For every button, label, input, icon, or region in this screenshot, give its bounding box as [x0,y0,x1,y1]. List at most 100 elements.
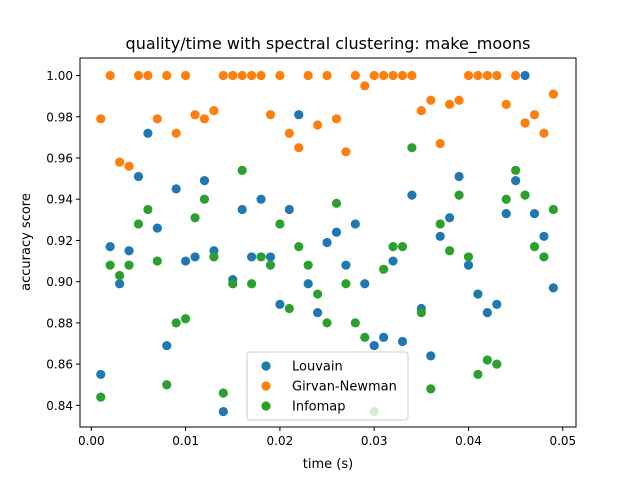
data-point [388,256,398,266]
data-point [152,114,162,124]
data-point [388,242,398,252]
y-axis: 0.84 0.86 0.88 0.90 0.92 0.94 0.96 0.98 1.00 [46,69,80,413]
data-point [115,270,125,281]
x-tick-label: 0.02 [267,434,294,448]
data-point [190,252,200,262]
data-point [426,384,436,394]
data-point [124,260,134,270]
data-point [341,279,351,289]
legend-label: Girvan-Newman [292,380,397,395]
data-point [209,105,219,116]
data-point [303,70,313,81]
data-point [171,318,181,328]
data-point [426,351,436,361]
data-point [463,260,474,270]
data-point [331,114,342,124]
data-point [360,332,370,342]
data-point [115,157,125,167]
data-point [369,70,379,81]
data-point [96,392,106,402]
data-point [143,70,153,81]
y-tick-label: 0.96 [46,151,73,165]
y-tick-label: 0.98 [46,110,73,124]
data-point [303,279,313,289]
series-0 [96,70,558,417]
data-point [482,307,492,318]
data-point [539,128,549,138]
data-point [105,260,115,270]
data-point [275,219,285,229]
data-point [294,242,304,252]
data-point [284,204,294,215]
data-point [360,81,370,91]
data-point [473,70,483,81]
x-tick-label: 0.04 [455,434,482,448]
data-point [322,70,332,81]
data-point [492,359,502,369]
data-point [275,299,285,309]
chart-title: quality/time with spectral clustering: m… [126,34,531,54]
data-point [190,213,200,223]
data-point [152,223,162,233]
legend-box [246,351,409,421]
data-point [96,369,106,380]
data-point [209,252,219,262]
data-point [105,70,115,81]
legend-label: Louvain [292,360,343,375]
data-point [482,355,492,365]
data-point [435,219,445,229]
legend-marker [261,361,271,371]
data-point [181,314,191,324]
data-point [143,204,153,215]
data-point [379,332,389,342]
data-point [397,70,408,81]
plot-frame [79,57,577,428]
data-point [162,380,172,390]
x-tick-label: 0.03 [361,434,388,448]
data-point [501,99,511,109]
data-point [350,70,360,81]
data-point [265,252,276,262]
series-1 [96,70,558,171]
plot-points [96,70,558,417]
data-point [350,318,360,328]
data-point [520,118,530,128]
data-point [407,143,417,153]
y-tick-label: 0.92 [46,234,73,248]
data-point [303,260,313,270]
data-point [265,260,276,270]
x-tick-label: 0.01 [172,434,199,448]
data-point [265,110,276,120]
data-point [397,336,408,347]
data-point [171,184,181,194]
data-point [247,279,257,289]
data-point [416,105,426,116]
data-point [445,213,455,223]
x-axis-label: time (s) [303,457,353,472]
data-point [473,289,483,299]
data-point [124,161,134,171]
y-tick-label: 0.88 [46,316,73,330]
legend-marker [261,401,271,411]
data-point [218,388,228,398]
data-point [435,231,445,241]
data-point [284,303,294,314]
data-point [397,242,408,252]
data-point [463,252,474,262]
data-point [407,190,417,200]
data-point [133,219,144,229]
data-point [294,110,304,120]
y-tick-label: 1.00 [46,69,73,83]
data-point [143,128,153,138]
data-point [294,143,304,153]
data-point [492,299,502,309]
data-point [548,283,558,293]
data-point [237,70,247,81]
data-point [313,120,323,130]
x-tick-label: 0.00 [78,434,105,448]
data-point [218,406,228,417]
data-point [501,194,511,204]
data-point [331,227,342,237]
data-point [379,70,389,81]
data-point [454,171,464,182]
